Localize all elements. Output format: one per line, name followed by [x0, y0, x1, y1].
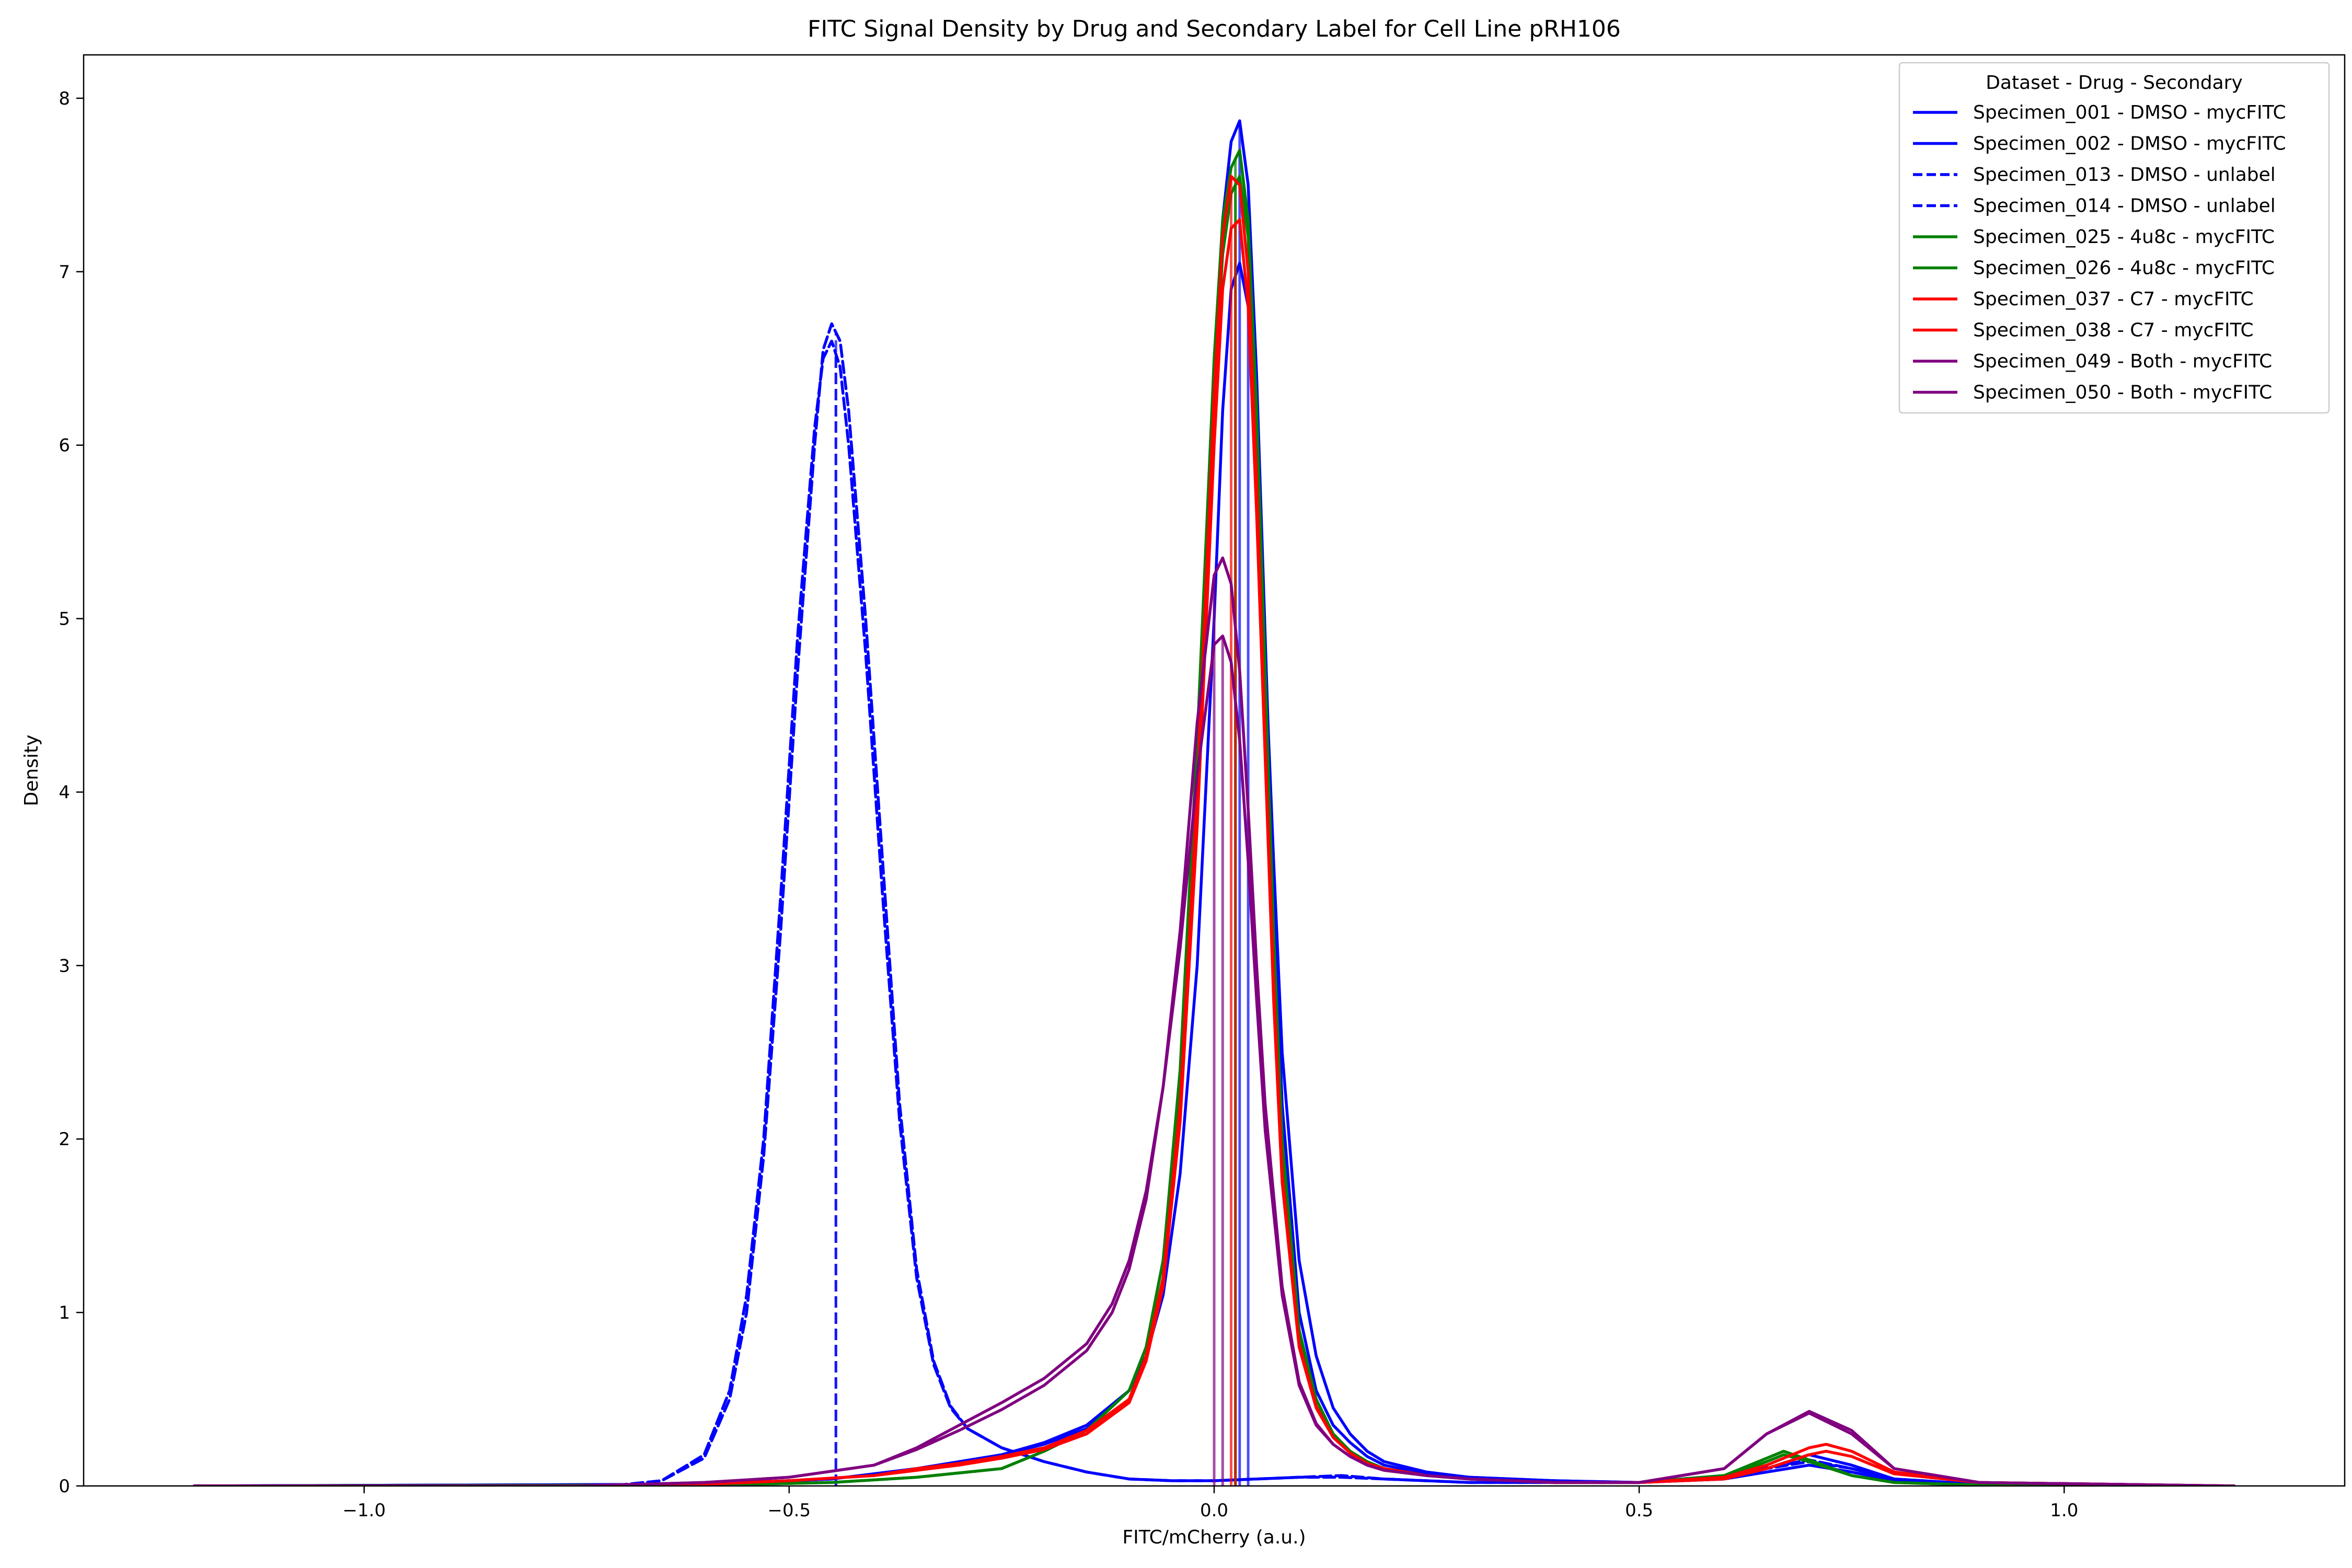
legend-label: Specimen_037 - C7 - mycFITC — [1973, 289, 2254, 310]
x-axis-label: FITC/mCherry (a.u.) — [1122, 1527, 1306, 1548]
x-tick-label: 0.0 — [1200, 1500, 1228, 1521]
y-tick-label: 6 — [59, 435, 70, 456]
legend-label: Specimen_025 - 4u8c - mycFITC — [1973, 226, 2275, 248]
y-tick-label: 5 — [59, 609, 70, 630]
legend-label: Specimen_026 - 4u8c - mycFITC — [1973, 258, 2275, 279]
y-tick-label: 1 — [59, 1302, 70, 1323]
series-line-10 — [192, 556, 2236, 1486]
y-tick-label: 2 — [59, 1129, 70, 1150]
legend-items: Specimen_001 - DMSO - mycFITC Specimen_00… — [1913, 102, 2286, 403]
y-tick-label: 4 — [59, 782, 70, 803]
legend-title: Dataset - Drug - Secondary — [1986, 72, 2243, 94]
x-tick-label: 0.5 — [1625, 1500, 1653, 1521]
legend-box — [1898, 62, 2330, 414]
legend-label: Specimen_001 - DMSO - mycFITC — [1973, 102, 2286, 123]
chart-title: FITC Signal Density by Drug and Secondar… — [808, 16, 1621, 42]
x-tick-label: −1.0 — [342, 1500, 386, 1521]
x-axis: −1.0 −0.5 0.0 0.5 1.0 — [342, 1486, 2078, 1521]
legend-label: Specimen_002 - DMSO - mycFITC — [1973, 133, 2286, 155]
legend-label: Specimen_050 - Both - mycFITC — [1973, 382, 2272, 403]
legend-label: Specimen_014 - DMSO - unlabel — [1973, 195, 2276, 217]
series-lines — [192, 119, 2236, 1486]
legend-label: Specimen_013 - DMSO - unlabel — [1973, 164, 2276, 186]
y-tick-label: 3 — [59, 955, 70, 976]
y-axis: 0 1 2 3 4 5 6 7 8 — [59, 88, 84, 1497]
series-line-8 — [192, 218, 2236, 1486]
legend: Dataset - Drug - Secondary Specimen_001 … — [1898, 62, 2330, 414]
legend-label: Specimen_038 - C7 - mycFITC — [1973, 320, 2254, 341]
x-tick-label: 1.0 — [2050, 1500, 2078, 1521]
y-axis-label: Density — [21, 735, 42, 806]
y-tick-label: 0 — [59, 1476, 70, 1497]
y-tick-label: 7 — [59, 262, 70, 283]
legend-label: Specimen_049 - Both - mycFITC — [1973, 351, 2272, 372]
x-tick-label: −0.5 — [768, 1500, 811, 1521]
y-tick-label: 8 — [59, 88, 70, 109]
plot-area — [192, 119, 2236, 1486]
